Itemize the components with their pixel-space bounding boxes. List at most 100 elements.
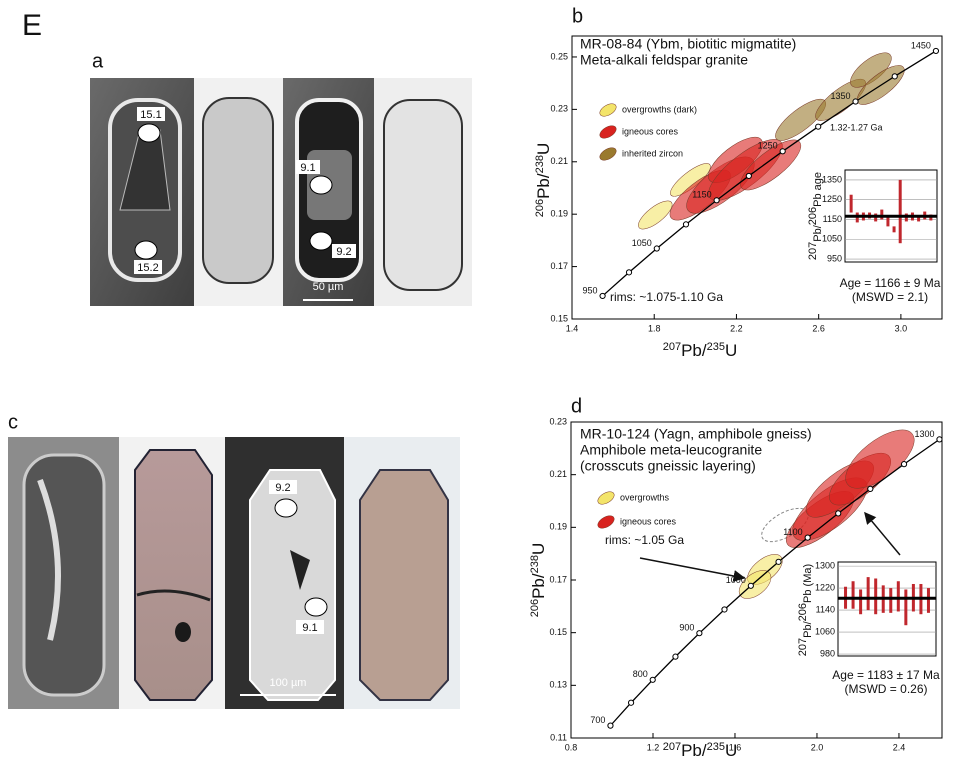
inset-error-bar bbox=[917, 215, 921, 222]
axis-label: 206Pb/238U bbox=[529, 543, 549, 618]
age-label: 1250 bbox=[758, 141, 778, 151]
y-tick-label: 0.17 bbox=[550, 261, 568, 271]
spot-label: 15.2 bbox=[137, 262, 158, 274]
y-tick-label: 0.21 bbox=[549, 469, 567, 479]
axis-label: 207Pb/235U bbox=[663, 341, 738, 361]
inset-y-tick-label: 1060 bbox=[815, 626, 835, 636]
y-tick-label: 0.13 bbox=[549, 680, 567, 690]
y-tick-label: 0.21 bbox=[550, 156, 568, 166]
legend-label: igneous cores bbox=[622, 126, 679, 136]
legend-swatch bbox=[597, 491, 615, 505]
inset-text: (MSWD = 0.26) bbox=[844, 682, 927, 696]
age-label: 1050 bbox=[632, 238, 652, 248]
y-tick-label: 0.17 bbox=[549, 574, 567, 584]
axis-label-part: 207 bbox=[663, 741, 681, 753]
spot-label: 9.1 bbox=[300, 162, 315, 174]
chart-title: Amphibole meta-leucogranite bbox=[580, 442, 762, 458]
inset-y-tick-label: 1050 bbox=[822, 234, 842, 244]
chart-title: MR-10-124 (Yagn, amphibole gneiss) bbox=[580, 426, 812, 442]
scale-bar-label: 50 µm bbox=[313, 281, 344, 293]
axis-label-part: 238 bbox=[529, 555, 541, 573]
inset-text: (MSWD = 2.1) bbox=[852, 290, 928, 304]
axis-label-part: 206 bbox=[807, 207, 819, 225]
concordia-point bbox=[900, 461, 908, 468]
y-tick-label: 0.11 bbox=[550, 732, 567, 742]
y-tick-label: 0.15 bbox=[549, 627, 567, 637]
concordia-point bbox=[627, 699, 635, 706]
concordia-point bbox=[804, 534, 811, 541]
concordia-point bbox=[936, 436, 942, 443]
spot-label: 9.1 bbox=[302, 622, 317, 634]
plot-frame bbox=[571, 35, 943, 320]
concordia-point bbox=[599, 292, 606, 300]
inset-y-tick-label: 950 bbox=[827, 253, 842, 263]
axis-label-part: 238 bbox=[534, 155, 546, 173]
inset-error-bar bbox=[886, 216, 890, 227]
inset-error-bar bbox=[874, 578, 878, 615]
concordia-point bbox=[721, 606, 728, 613]
inset-error-bar bbox=[866, 577, 870, 611]
age-label: 1100 bbox=[783, 527, 802, 537]
concordia-point bbox=[932, 47, 940, 55]
axis-label-part: 207 bbox=[663, 341, 681, 353]
y-tick-label: 0.19 bbox=[550, 209, 568, 219]
x-tick-label: 2.2 bbox=[730, 323, 743, 333]
axis-label: 206Pb/238U bbox=[534, 143, 554, 218]
axis-label: 207Pb/206Pb (Ma) bbox=[797, 564, 814, 656]
concordia-point bbox=[625, 269, 633, 276]
arrow bbox=[639, 557, 746, 582]
y-tick-label: 0.19 bbox=[549, 522, 567, 532]
legend-swatch bbox=[597, 515, 615, 529]
axis-label-part: Pb/ bbox=[681, 341, 707, 360]
annotation: 1.32-1.27 Ga bbox=[830, 122, 883, 132]
age-label: 1300 bbox=[914, 429, 934, 439]
age-label: 1150 bbox=[692, 190, 711, 200]
axis-label-part: U bbox=[534, 143, 553, 155]
x-tick-label: 2.6 bbox=[812, 323, 825, 333]
axis-label-part: Pb/ bbox=[529, 573, 548, 599]
chart-title: MR-08-84 (Ybm, biotitic migmatite) bbox=[580, 36, 796, 52]
legend-label: inherited zircon bbox=[622, 148, 683, 158]
age-label: 1000 bbox=[726, 575, 746, 585]
concordia-point bbox=[867, 485, 874, 492]
inset-y-tick-label: 1220 bbox=[815, 582, 835, 592]
plot: 700 800 900 1000 1100 1300 bbox=[590, 429, 942, 729]
legend-label: overgrowths bbox=[620, 492, 670, 502]
age-label: 900 bbox=[679, 623, 694, 633]
concordia-point bbox=[891, 73, 898, 80]
axis-label-part: Pb/ bbox=[812, 224, 824, 241]
panel-label: d bbox=[571, 395, 582, 417]
inset-error-bar bbox=[849, 194, 853, 213]
inset-text: Age = 1166 ± 9 Ma bbox=[840, 276, 941, 290]
inset-error-bar bbox=[926, 588, 930, 613]
inset-error-bar bbox=[859, 589, 863, 615]
spot-label: 15.1 bbox=[140, 109, 161, 121]
axis-label-part: Pb/ bbox=[681, 741, 707, 760]
age-label: 800 bbox=[633, 669, 648, 679]
inset-y-tick-label: 1250 bbox=[822, 194, 842, 204]
y-tick-label: 0.15 bbox=[550, 313, 568, 323]
y-tick-label: 0.25 bbox=[550, 51, 568, 61]
axis-label-part: U bbox=[529, 543, 548, 555]
panel-a-photos: a 15.1 15.2 9.1 9.2 50 µm bbox=[90, 50, 472, 306]
axis-label-part: Pb age bbox=[812, 172, 824, 207]
axis-label-part: 207 bbox=[797, 638, 809, 656]
axis-label: 207Pb/235U bbox=[663, 741, 738, 761]
inset-y-tick-label: 1350 bbox=[822, 174, 842, 184]
x-tick-label: 1.6 bbox=[729, 742, 742, 752]
annotation: rims: ~1.05 Ga bbox=[605, 533, 684, 547]
inset-error-bar bbox=[889, 588, 893, 613]
concordia-point bbox=[835, 510, 842, 517]
axis-label-part: 235 bbox=[707, 341, 725, 353]
axis-label-part: 207 bbox=[807, 242, 819, 260]
legend-swatch bbox=[599, 103, 617, 117]
arrow bbox=[864, 511, 901, 556]
age-label: 700 bbox=[590, 715, 605, 725]
legend-label: overgrowths (dark) bbox=[622, 104, 697, 114]
axis-label-part: Pb (Ma) bbox=[802, 564, 814, 603]
inset-error-bar bbox=[896, 581, 900, 612]
axis-label-part: 206 bbox=[529, 599, 541, 617]
x-tick-label: 2.4 bbox=[893, 742, 906, 752]
inset-y-tick-label: 1140 bbox=[816, 604, 835, 614]
